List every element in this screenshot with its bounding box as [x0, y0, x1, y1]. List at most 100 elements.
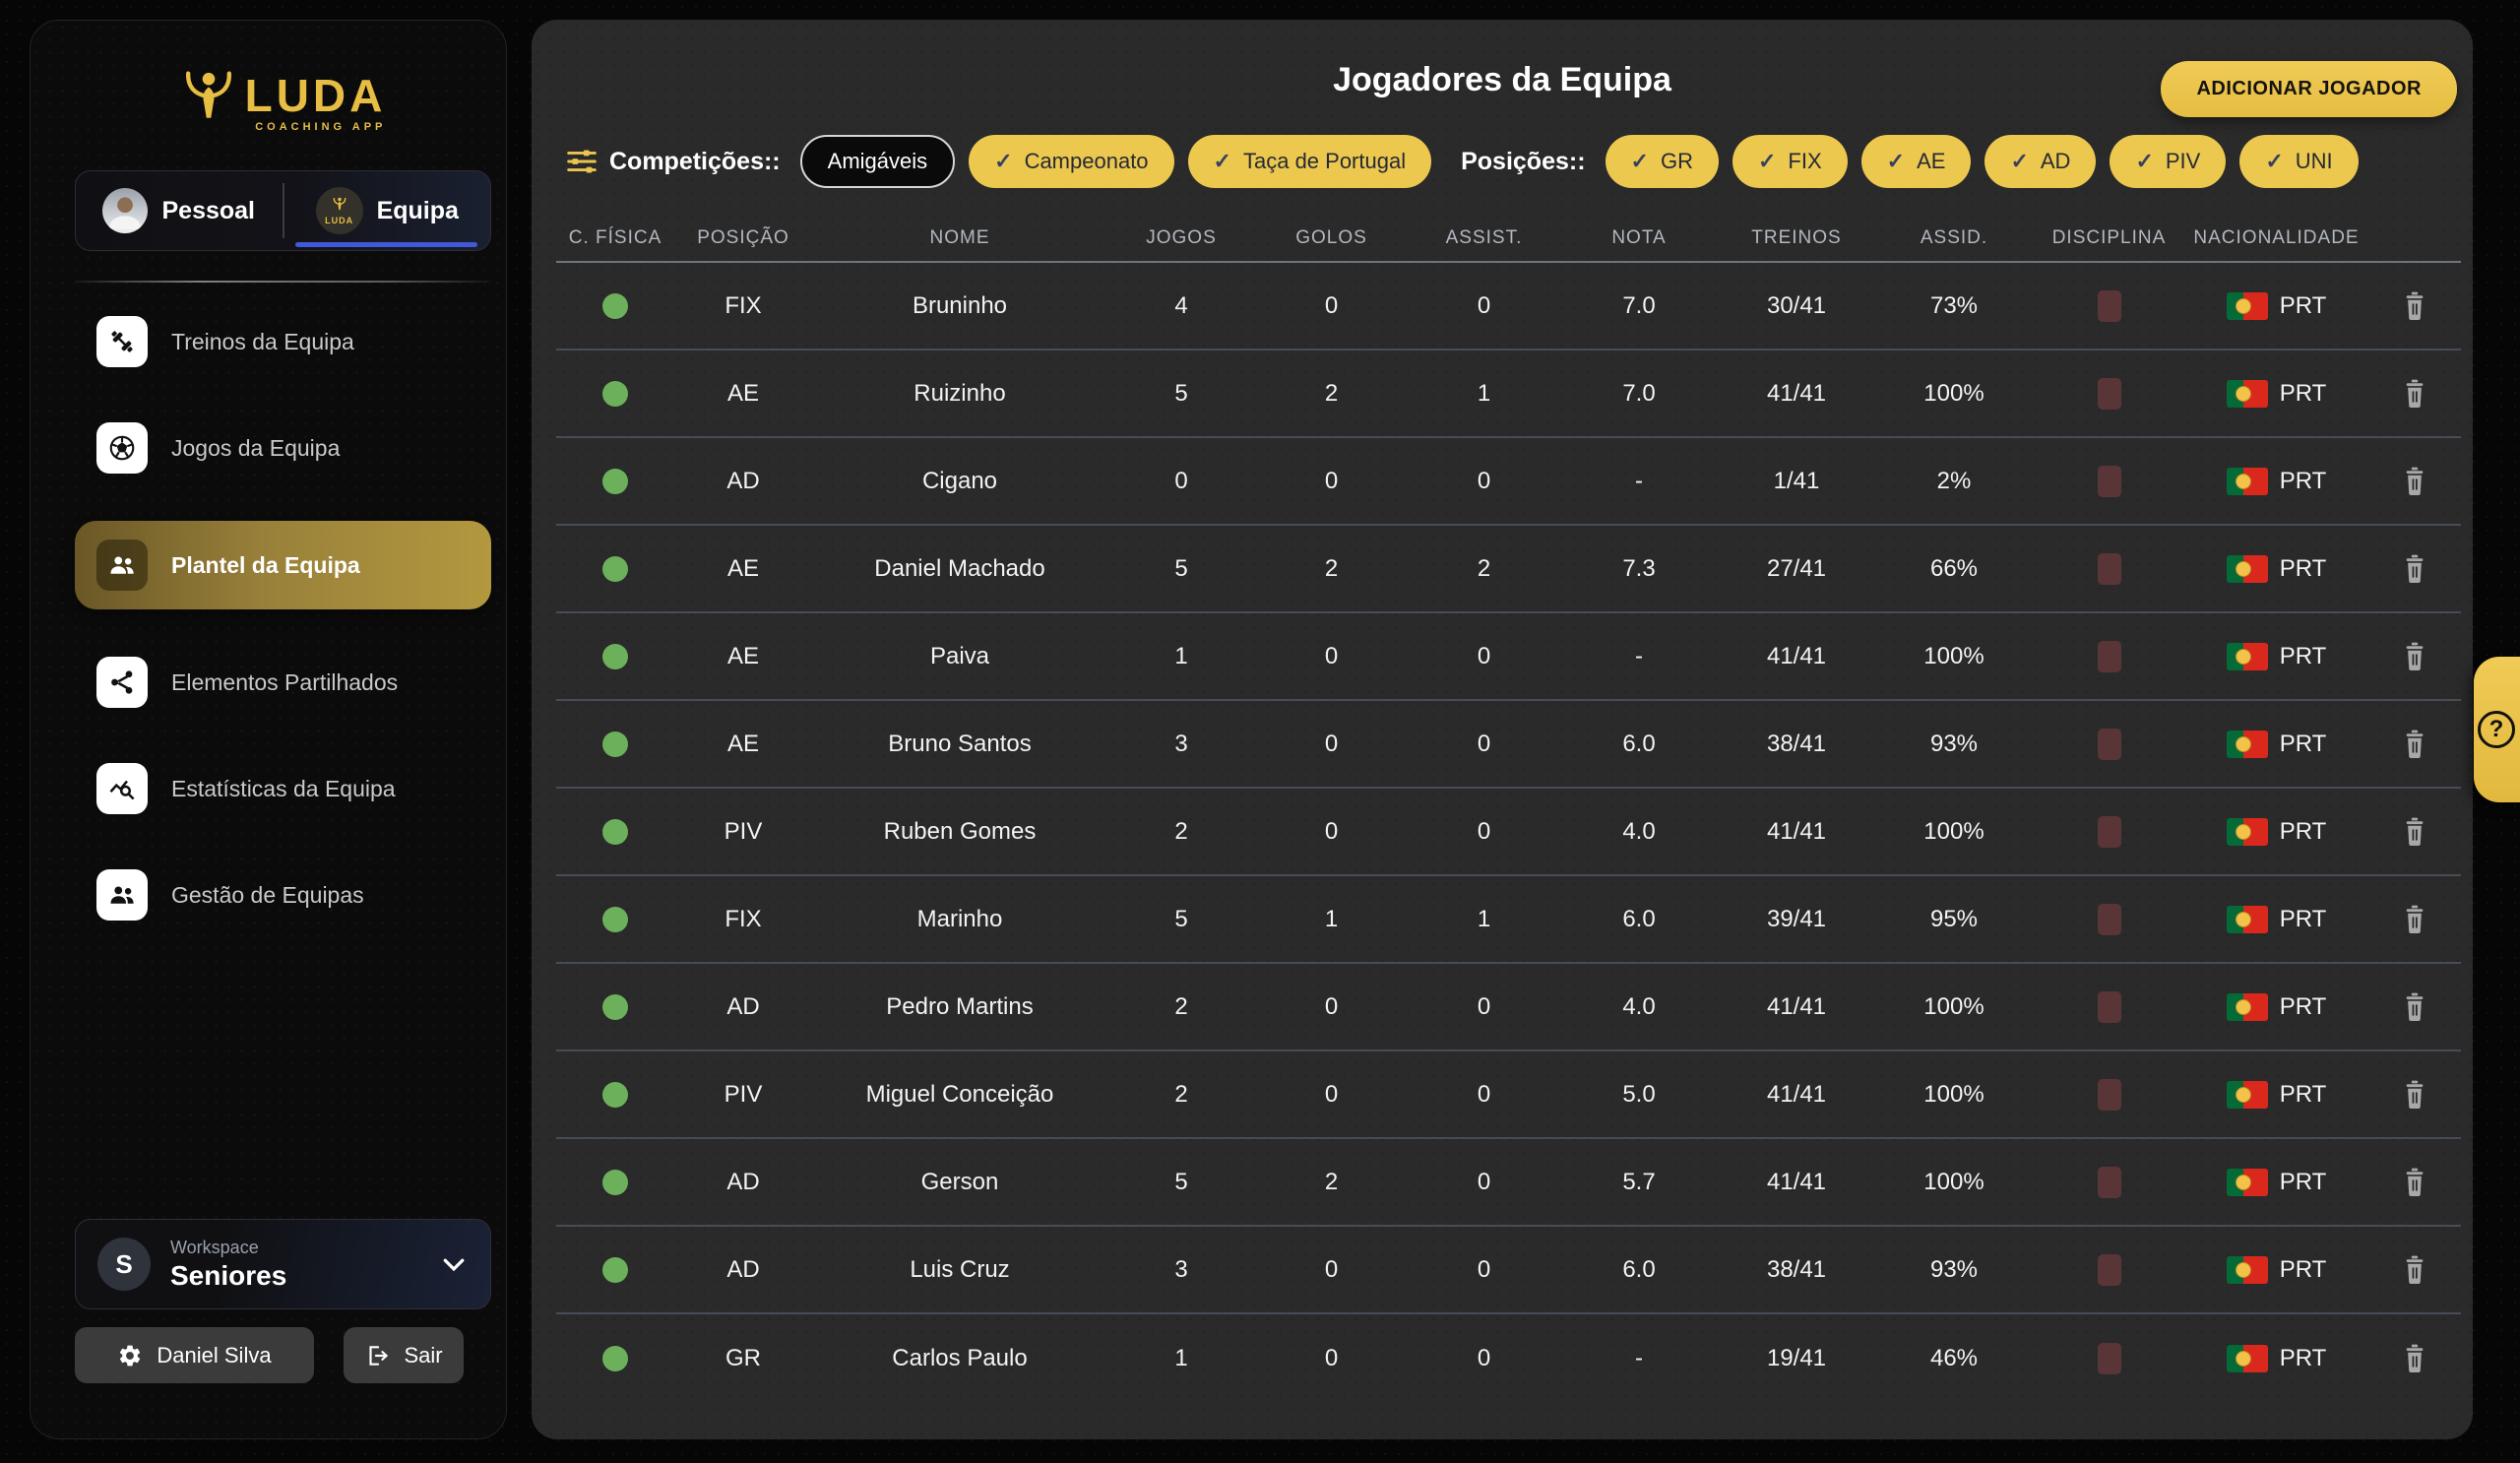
workspace-name: Seniores — [170, 1259, 287, 1291]
rating-cell: 4.0 — [1622, 992, 1656, 1020]
assists-cell: 0 — [1477, 817, 1491, 845]
discipline-cell — [2033, 465, 2185, 497]
assists-cell: 0 — [1477, 730, 1491, 757]
discipline-cell — [2033, 728, 2185, 760]
table-row-gerson[interactable]: AD Gerson 5 2 0 5.7 41/41 100% PRT — [556, 1139, 2461, 1227]
actions-cell — [2367, 730, 2461, 759]
share-icon — [96, 657, 148, 708]
tab-pessoal[interactable]: Pessoal — [76, 171, 283, 250]
actions-cell — [2367, 1255, 2461, 1285]
table-row-cigano[interactable]: AD Cigano 0 0 0 - 1/41 2% PRT — [556, 438, 2461, 526]
competition-pill-campeonato[interactable]: ✓ Campeonato — [969, 135, 1174, 188]
condition-dot — [602, 818, 628, 845]
delete-player-button[interactable] — [2402, 1168, 2427, 1197]
position-pill-gr[interactable]: ✓ GR — [1605, 135, 1719, 188]
table-row-luis-cruz[interactable]: AD Luis Cruz 3 0 0 6.0 38/41 93% PRT — [556, 1227, 2461, 1314]
games-cell: 5 — [1174, 1168, 1188, 1195]
trainings-cell: 41/41 — [1766, 1168, 1827, 1195]
player-name-cell: Cigano — [921, 467, 998, 494]
workspace-label: Workspace — [170, 1237, 259, 1257]
user-settings-button[interactable]: Daniel Silva — [75, 1327, 314, 1383]
sidebar-item-label: Plantel da Equipa — [171, 551, 360, 578]
user-avatar — [102, 188, 149, 233]
delete-player-button[interactable] — [2402, 554, 2427, 584]
table-row-carlos-paulo[interactable]: GR Carlos Paulo 1 0 0 - 19/41 46% PRT — [556, 1314, 2461, 1402]
position-pill-ad[interactable]: ✓ AD — [1984, 135, 2097, 188]
check-icon: ✓ — [2135, 149, 2154, 173]
position-pill-piv[interactable]: ✓ PIV — [2110, 135, 2227, 188]
filters-bar: Competições:: Amigáveis ✓ Campeonato ✓ Taça … — [566, 135, 2457, 188]
pill-label: Campeonato — [1024, 149, 1149, 173]
delete-player-button[interactable] — [2402, 1344, 2427, 1373]
nationality-cell: PRT — [2185, 992, 2367, 1021]
position-cell: AE — [726, 642, 759, 669]
physical-condition-cell — [556, 906, 674, 932]
add-player-button[interactable]: ADICIONAR JOGADOR — [2161, 61, 2457, 117]
physical-condition-cell — [556, 555, 674, 582]
player-name-cell: Bruninho — [912, 291, 1008, 319]
competition-pill-amiga-veis[interactable]: Amigáveis — [799, 135, 956, 188]
workspace-selector[interactable]: S Workspace Seniores — [75, 1219, 491, 1309]
gear-icon — [120, 1345, 141, 1366]
delete-player-button[interactable] — [2402, 291, 2427, 321]
logout-label: Sair — [404, 1342, 443, 1368]
help-tab[interactable]: ? — [2474, 657, 2520, 802]
delete-player-button[interactable] — [2402, 467, 2427, 496]
table-row-miguel-conceic-a-o[interactable]: PIV Miguel Conceição 2 0 0 5.0 41/41 100% PRT — [556, 1051, 2461, 1139]
games-cell: 5 — [1174, 905, 1188, 932]
sidebar-item-jogos[interactable]: Jogos da Equipa — [75, 422, 491, 474]
condition-dot — [602, 468, 628, 494]
condition-dot — [602, 380, 628, 407]
table-row-bruno-santos[interactable]: AE Bruno Santos 3 0 0 6.0 38/41 93% PRT — [556, 701, 2461, 789]
condition-dot — [602, 1256, 628, 1283]
teams-management-icon — [96, 869, 148, 921]
nationality-cell: PRT — [2185, 642, 2367, 670]
table-row-daniel-machado[interactable]: AE Daniel Machado 5 2 2 7.3 27/41 66% PRT — [556, 526, 2461, 613]
tab-equipa[interactable]: LUDA Equipa — [284, 171, 491, 250]
column-header-golos: GOLOS — [1295, 227, 1367, 248]
sidebar-item-elementos[interactable]: Elementos Partilhados — [75, 657, 491, 708]
table-row-bruninho[interactable]: FIX Bruninho 4 0 0 7.0 30/41 73% PRT — [556, 263, 2461, 350]
games-cell: 2 — [1174, 992, 1188, 1020]
table-row-pedro-martins[interactable]: AD Pedro Martins 2 0 0 4.0 41/41 100% PRT — [556, 964, 2461, 1051]
table-row-marinho[interactable]: FIX Marinho 5 1 1 6.0 39/41 95% PRT — [556, 876, 2461, 964]
table-row-ruben-gomes[interactable]: PIV Ruben Gomes 2 0 0 4.0 41/41 100% PRT — [556, 789, 2461, 876]
sidebar-item-label: Estatísticas da Equipa — [171, 775, 396, 801]
sidebar-item-gestao[interactable]: Gestão de Equipas — [75, 869, 491, 921]
delete-player-button[interactable] — [2402, 1255, 2427, 1285]
table-row-paiva[interactable]: AE Paiva 1 0 0 - 41/41 100% PRT — [556, 613, 2461, 701]
sidebar-item-treinos[interactable]: Treinos da Equipa — [75, 316, 491, 367]
team-badge: LUDA — [315, 187, 363, 234]
delete-player-button[interactable] — [2402, 1080, 2427, 1110]
pill-label: Amigáveis — [827, 149, 928, 173]
position-pill-uni[interactable]: ✓ UNI — [2239, 135, 2359, 188]
actions-cell — [2367, 1080, 2461, 1110]
actions-cell — [2367, 291, 2461, 321]
delete-player-button[interactable] — [2402, 730, 2427, 759]
pill-label: GR — [1660, 149, 1693, 173]
nationality-cell: PRT — [2185, 379, 2367, 408]
delete-player-button[interactable] — [2402, 905, 2427, 934]
delete-player-button[interactable] — [2402, 642, 2427, 671]
position-pill-ae[interactable]: ✓ AE — [1860, 135, 1972, 188]
portugal-flag-icon — [2226, 467, 2268, 495]
sidebar-item-plantel[interactable]: Plantel da Equipa — [75, 521, 491, 609]
games-cell: 5 — [1174, 554, 1188, 582]
nationality-cell: PRT — [2185, 467, 2367, 495]
rating-cell: 6.0 — [1622, 730, 1656, 757]
player-name-cell: Pedro Martins — [886, 992, 1034, 1020]
position-pill-fix[interactable]: ✓ FIX — [1732, 135, 1848, 188]
delete-player-button[interactable] — [2402, 379, 2427, 409]
sidebar-item-estatisticas[interactable]: Estatísticas da Equipa — [75, 763, 491, 814]
column-header-posic-a-o: POSIÇÃO — [697, 227, 789, 248]
delete-player-button[interactable] — [2402, 992, 2427, 1022]
nationality-cell: PRT — [2185, 554, 2367, 583]
player-name-cell: Daniel Machado — [874, 554, 1045, 582]
competition-pill-tac-a-de-portugal[interactable]: ✓ Taça de Portugal — [1187, 135, 1432, 188]
discipline-cell — [2033, 1342, 2185, 1374]
table-row-ruizinho[interactable]: AE Ruizinho 5 2 1 7.0 41/41 100% PRT — [556, 350, 2461, 438]
position-cell: AD — [726, 467, 760, 494]
rating-cell: 7.0 — [1622, 291, 1656, 319]
logout-button[interactable]: Sair — [344, 1327, 464, 1383]
delete-player-button[interactable] — [2402, 817, 2427, 847]
